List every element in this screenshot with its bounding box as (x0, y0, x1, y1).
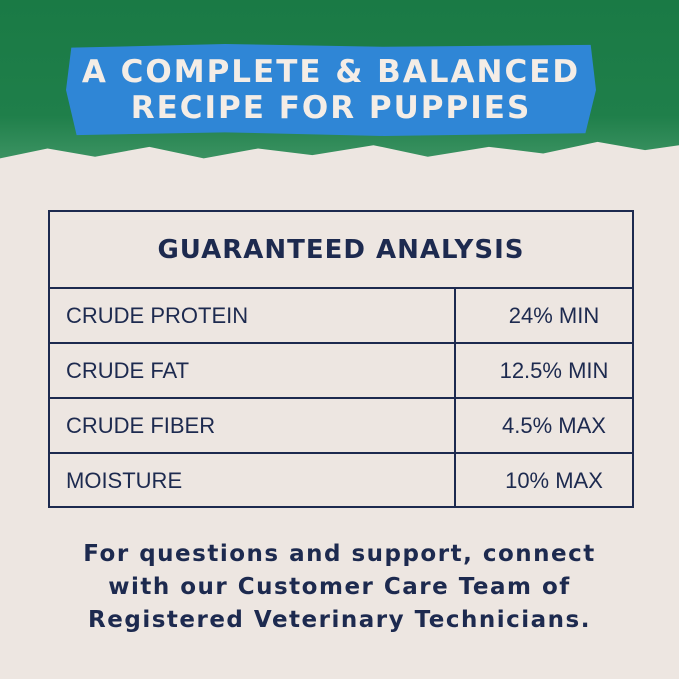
guaranteed-analysis-table: GUARANTEED ANALYSIS CRUDE PROTEIN 24% MI… (48, 210, 634, 508)
table-row: CRUDE PROTEIN 24% MIN (50, 289, 632, 344)
headline-banner: A COMPLETE & BALANCED RECIPE FOR PUPPIES (66, 44, 596, 136)
nutrient-label: CRUDE FIBER (50, 399, 456, 452)
table-title: GUARANTEED ANALYSIS (50, 212, 632, 289)
table-row: MOISTURE 10% MAX (50, 454, 632, 507)
support-line-2: with our Customer Care Team of (108, 574, 571, 600)
support-line-3: Registered Veterinary Technicians. (88, 607, 591, 633)
nutrient-label: CRUDE PROTEIN (50, 289, 456, 342)
table-row: CRUDE FIBER 4.5% MAX (50, 399, 632, 454)
headline-line-1: A COMPLETE & BALANCED (81, 54, 581, 90)
headline-line-2: RECIPE FOR PUPPIES (130, 90, 532, 126)
support-line-1: For questions and support, connect (83, 541, 596, 567)
support-message: For questions and support, connect with … (0, 538, 679, 637)
nutrient-label: CRUDE FAT (50, 344, 456, 397)
nutrient-value: 10% MAX (505, 467, 603, 493)
nutrient-value: 24% MIN (508, 302, 600, 328)
nutrient-value: 12.5% MIN (499, 357, 609, 383)
nutrient-label: MOISTURE (50, 454, 456, 507)
nutrient-value: 4.5% MAX (502, 412, 606, 438)
table-row: CRUDE FAT 12.5% MIN (50, 344, 632, 399)
